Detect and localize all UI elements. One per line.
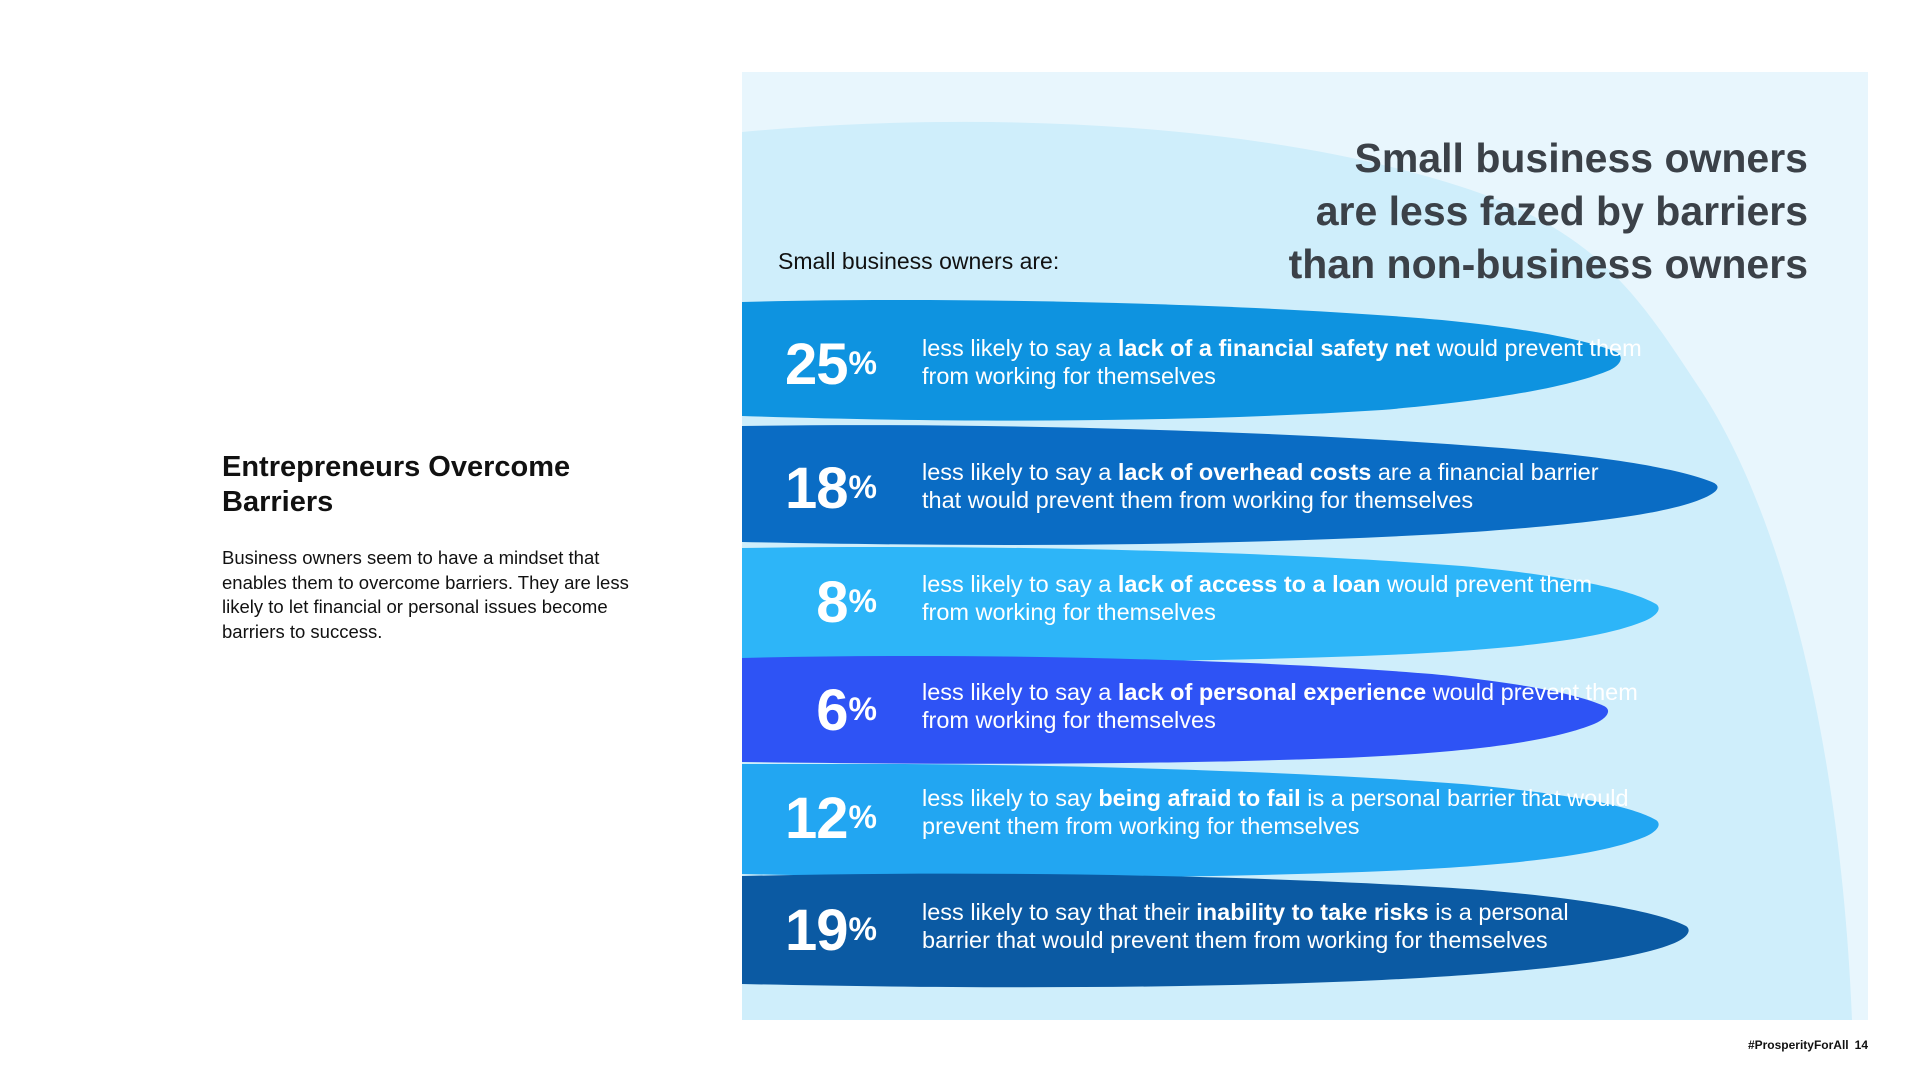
stat-value: 25% <box>785 332 877 397</box>
page-footer: #ProsperityForAll 14 <box>1742 1038 1868 1052</box>
stat-description: less likely to say being afraid to fail … <box>922 785 1629 839</box>
band-shape <box>742 873 1689 988</box>
stat-description: less likely to say a lack of overhead co… <box>922 459 1599 513</box>
stat-description: less likely to say that their inability … <box>922 899 1569 953</box>
stat-value: 12% <box>785 786 877 851</box>
section-body: Business owners seem to have a mindset t… <box>222 547 629 642</box>
headline: Small business owners are less fazed by … <box>1288 135 1808 287</box>
hashtag: #ProsperityForAll <box>1747 1038 1849 1052</box>
stat-value: 6% <box>816 678 877 743</box>
stat-band: 18% less likely to say a lack of overhea… <box>742 424 1722 546</box>
band-shape <box>742 655 1609 764</box>
stat-band: 19% less likely to say that their inabil… <box>742 868 1692 988</box>
stat-band: 25% less likely to say a lack of a finan… <box>742 298 1642 424</box>
band-shape <box>742 764 1659 878</box>
band-shape <box>742 300 1621 421</box>
band-shape <box>742 425 1718 545</box>
stat-value: 18% <box>785 456 877 521</box>
stat-description: less likely to say a lack of a financial… <box>922 335 1642 389</box>
stat-band: 6% less likely to say a lack of personal… <box>742 652 1638 764</box>
stat-band: 8% less likely to say a lack of access t… <box>742 546 1662 662</box>
stat-description: less likely to say a lack of personal ex… <box>922 679 1638 733</box>
band-shape <box>742 546 1659 662</box>
stat-description: less likely to say a lack of access to a… <box>922 571 1593 625</box>
stat-value: 19% <box>785 898 877 963</box>
intro-text: Small business owners are: <box>778 248 1060 274</box>
stat-band: 12% less likely to say being afraid to f… <box>742 764 1662 878</box>
page-number: 14 <box>1854 1038 1868 1052</box>
infographic-panel: Small business owners are less fazed by … <box>742 72 1868 1020</box>
stat-value: 8% <box>816 570 877 635</box>
section-title: Entrepreneurs Overcome Barriers <box>222 451 571 518</box>
